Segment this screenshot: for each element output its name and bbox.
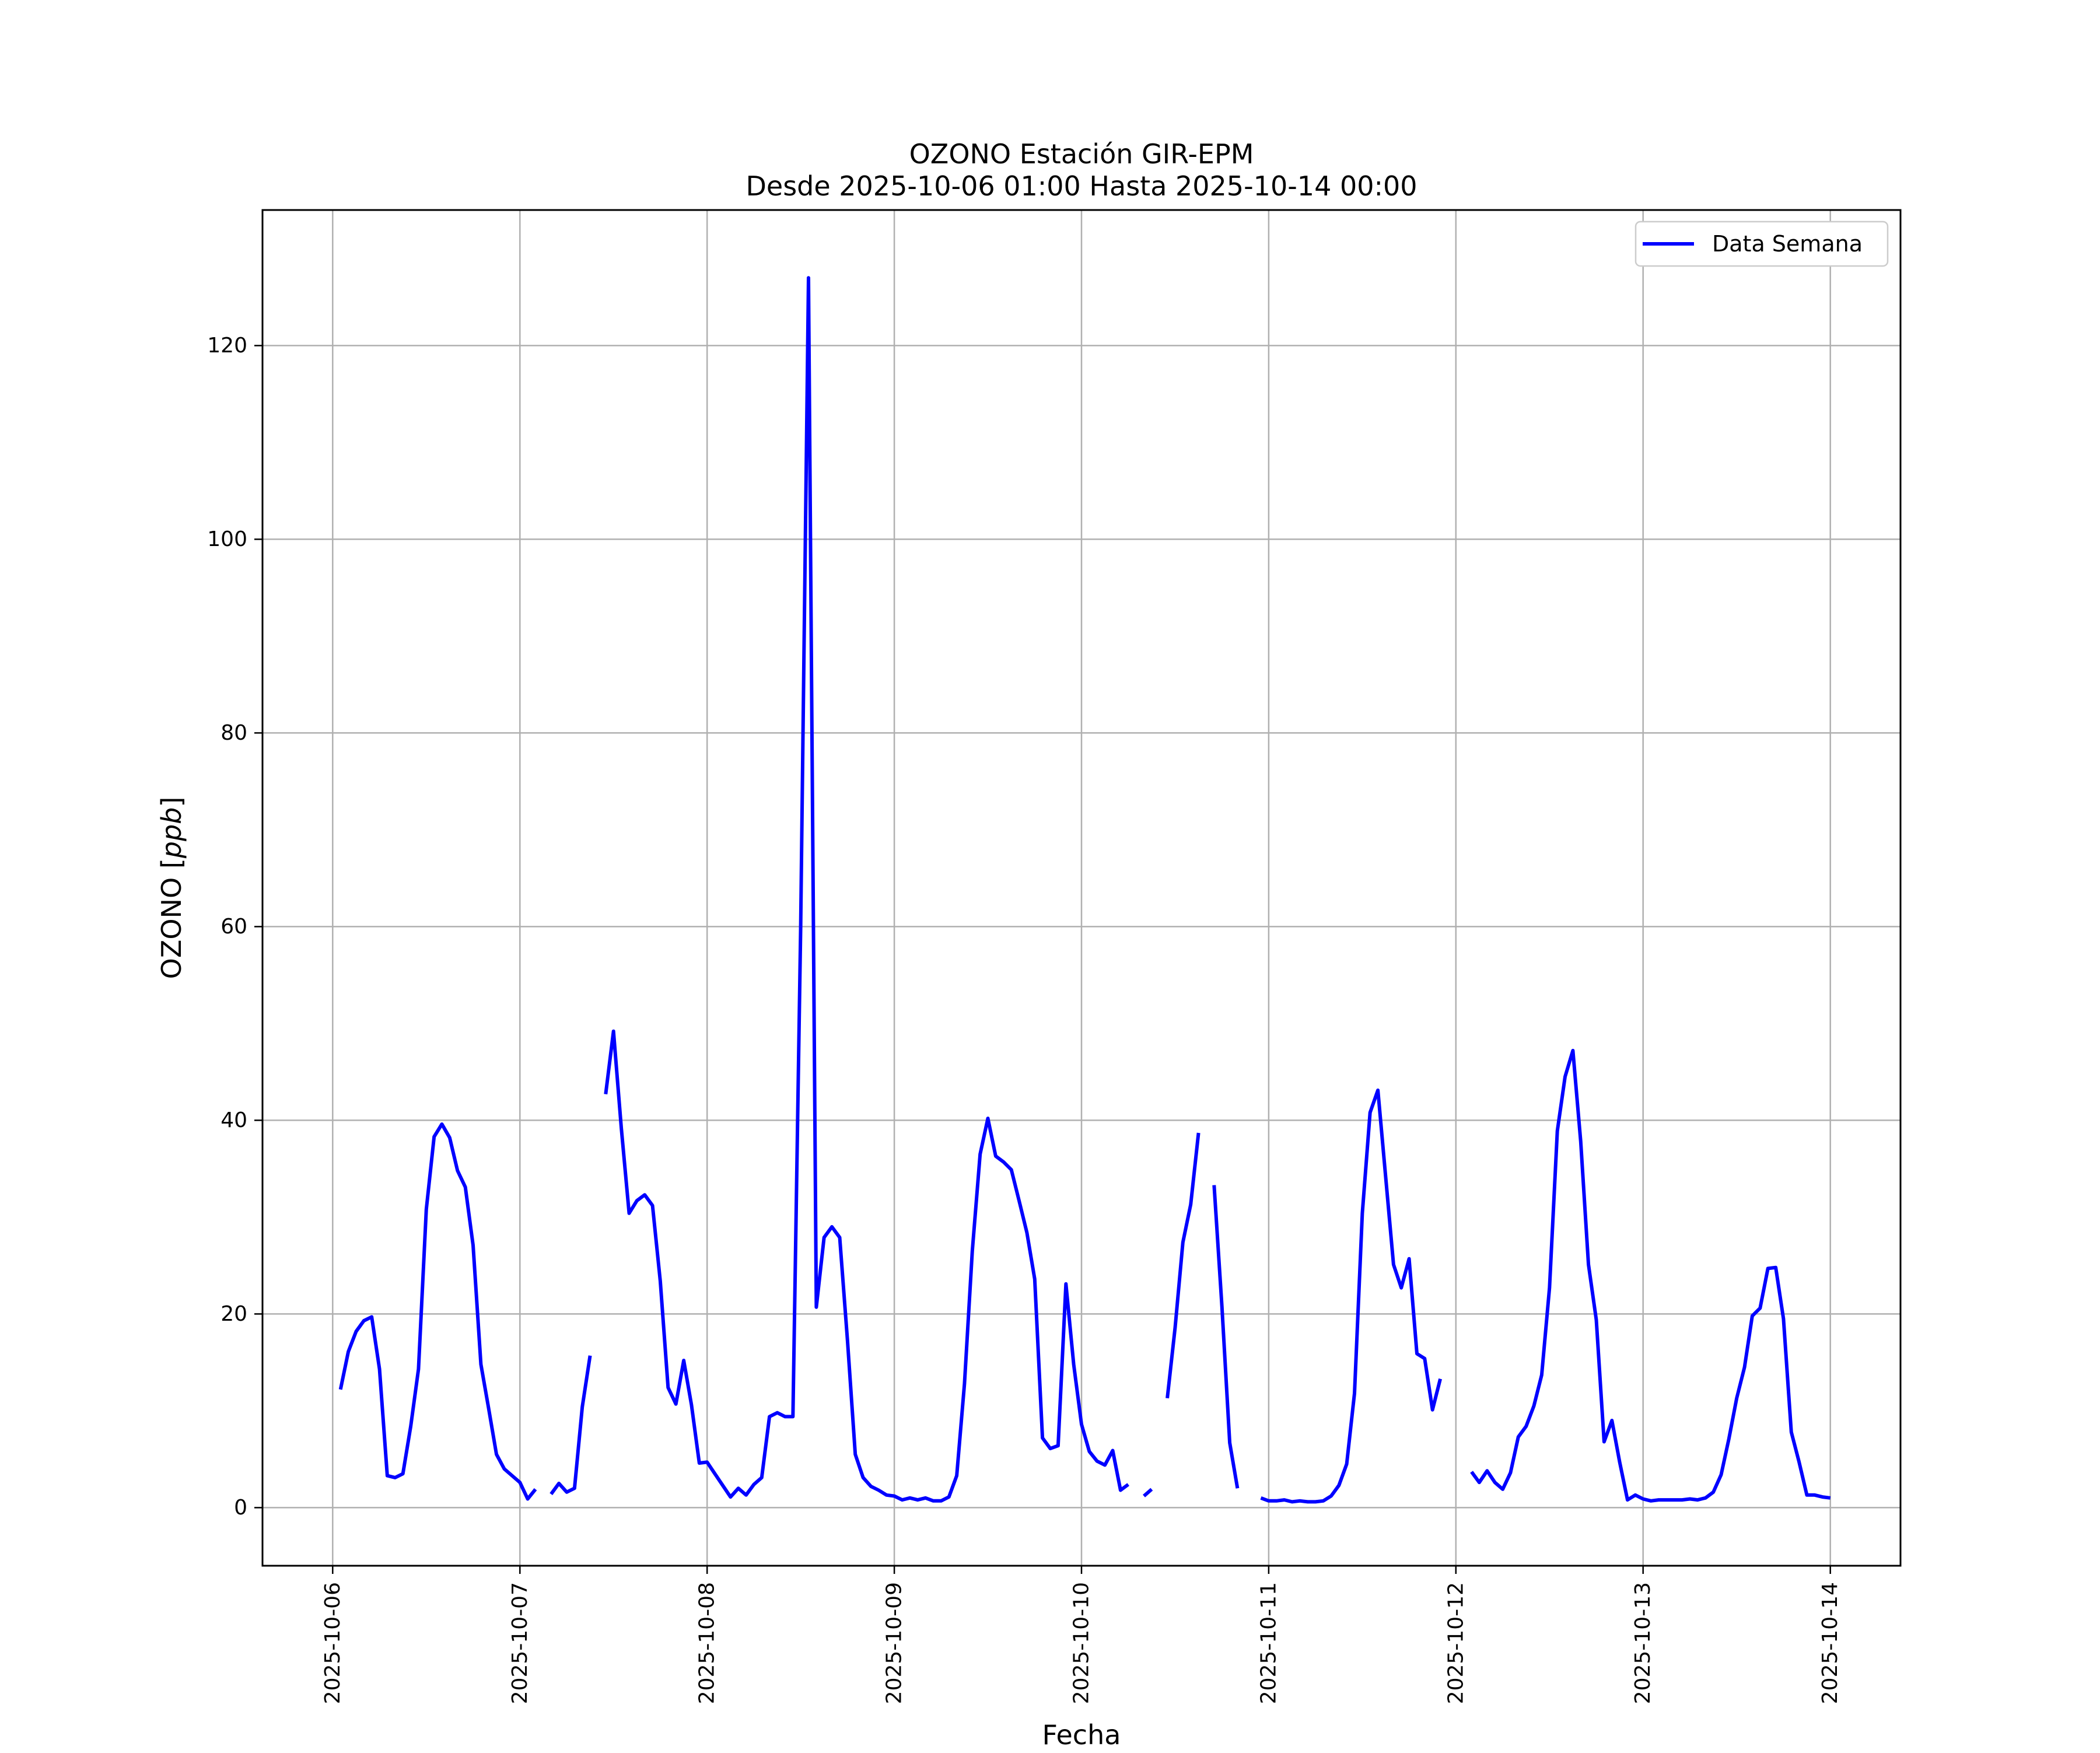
x-tick-label: 2025-10-11 xyxy=(1256,1582,1280,1704)
y-axis: 0 20 40 60 80 100 120 xyxy=(207,334,262,1520)
x-tick-label: 2025-10-06 xyxy=(321,1582,345,1704)
x-axis: 2025-10-06 2025-10-07 2025-10-08 2025-10-09… xyxy=(321,1566,1842,1704)
y-tick-label: 120 xyxy=(207,334,247,358)
y-tick-label: 60 xyxy=(220,915,247,939)
x-tick-label: 2025-10-07 xyxy=(508,1582,532,1704)
series-data-semana xyxy=(338,276,1831,1504)
y-tick-label: 20 xyxy=(220,1302,247,1326)
x-tick-label: 2025-10-10 xyxy=(1070,1582,1094,1704)
y-tick-label: 80 xyxy=(220,721,247,745)
series-line-segment xyxy=(338,1122,537,1501)
x-tick-label: 2025-10-14 xyxy=(1818,1582,1842,1704)
y-axis-label: OZONO [ppb] xyxy=(156,797,187,979)
grid-lines xyxy=(262,210,1901,1566)
x-tick-label: 2025-10-09 xyxy=(883,1582,907,1704)
y-tick-label: 100 xyxy=(207,527,247,551)
series-line-segment xyxy=(1166,1132,1200,1399)
series-line-segment xyxy=(1212,1185,1240,1489)
legend-label-data-semana: Data Semana xyxy=(1712,231,1863,257)
series-line-segment xyxy=(604,276,1129,1503)
series-line-segment xyxy=(1143,1488,1153,1497)
chart-title: OZONO Estación GIR-EPM xyxy=(909,138,1254,170)
y-axis-label-text: OZONO [ xyxy=(156,858,187,979)
series-line-segment xyxy=(550,1355,592,1495)
legend-box xyxy=(1634,221,1889,267)
legend: Data Semana xyxy=(1634,221,1889,267)
y-tick-label: 40 xyxy=(220,1108,247,1132)
x-tick-label: 2025-10-13 xyxy=(1631,1582,1655,1704)
series-line-segment xyxy=(1260,1088,1443,1504)
x-tick-label: 2025-10-12 xyxy=(1444,1582,1468,1704)
x-tick-label: 2025-10-08 xyxy=(695,1582,719,1704)
x-axis-label: Fecha xyxy=(1042,1719,1121,1750)
chart-subtitle: Desde 2025-10-06 01:00 Hasta 2025-10-14 … xyxy=(746,170,1417,202)
series-line-segment xyxy=(1470,1048,1831,1503)
y-axis-label-unit: ppb xyxy=(156,807,187,859)
y-tick-label: 0 xyxy=(234,1496,247,1520)
y-axis-label-close: ] xyxy=(156,797,187,807)
